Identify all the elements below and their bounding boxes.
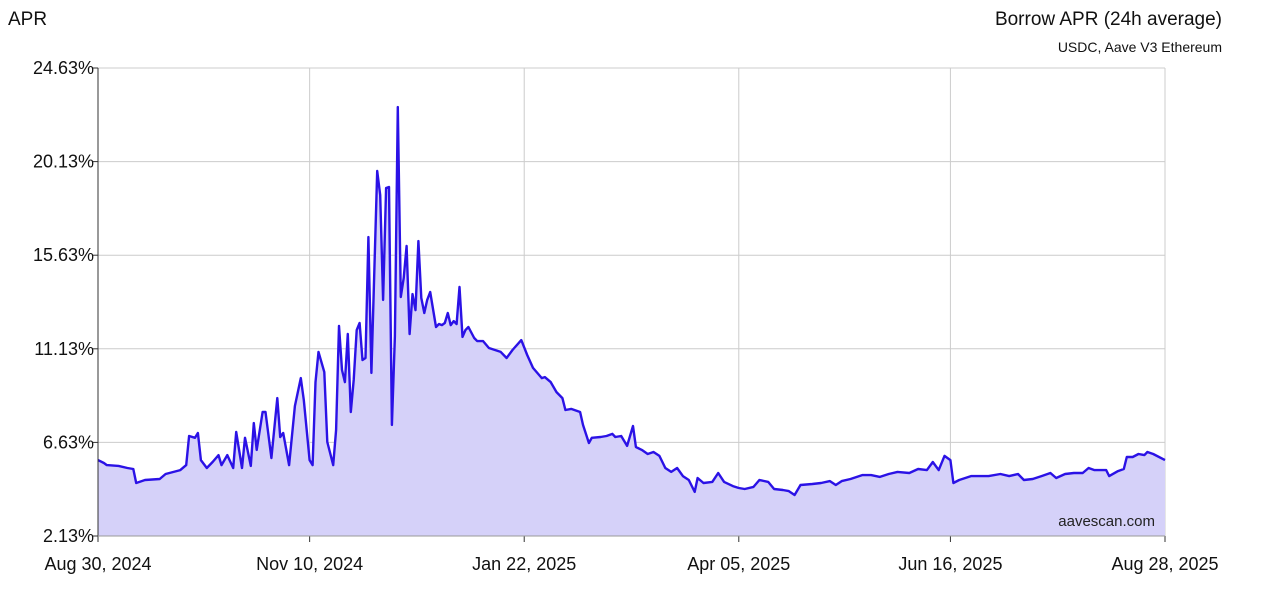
x-tick-label: Jun 16, 2025 — [898, 554, 1002, 574]
x-tick-label: Apr 05, 2025 — [687, 554, 790, 574]
chart-title: Borrow APR (24h average) — [995, 9, 1222, 30]
axes: 2.13% 6.63% 11.13% 15.63% 20.13% 24.63% Aug 30… — [33, 58, 1219, 574]
y-tick-label: 15.63% — [33, 245, 94, 265]
chart-subtitle: USDC, Aave V3 Ethereum — [1058, 39, 1222, 55]
x-tick-label: Jan 22, 2025 — [472, 554, 576, 574]
y-tick-label: 11.13% — [34, 339, 94, 359]
y-tick-label: 20.13% — [33, 152, 94, 172]
apr-series-line — [97, 105, 1166, 497]
y-axis-label: APR — [8, 9, 47, 30]
x-tick-label: Nov 10, 2024 — [256, 554, 363, 574]
y-tick-label: 24.63% — [33, 58, 94, 78]
x-tick-label: Aug 30, 2024 — [44, 554, 151, 574]
y-tick-label: 2.13% — [43, 526, 94, 546]
apr-area-fill — [98, 107, 1165, 536]
x-tick-label: Aug 28, 2025 — [1111, 554, 1218, 574]
watermark: aavescan.com — [1058, 513, 1155, 530]
y-tick-label: 6.63% — [43, 432, 94, 452]
